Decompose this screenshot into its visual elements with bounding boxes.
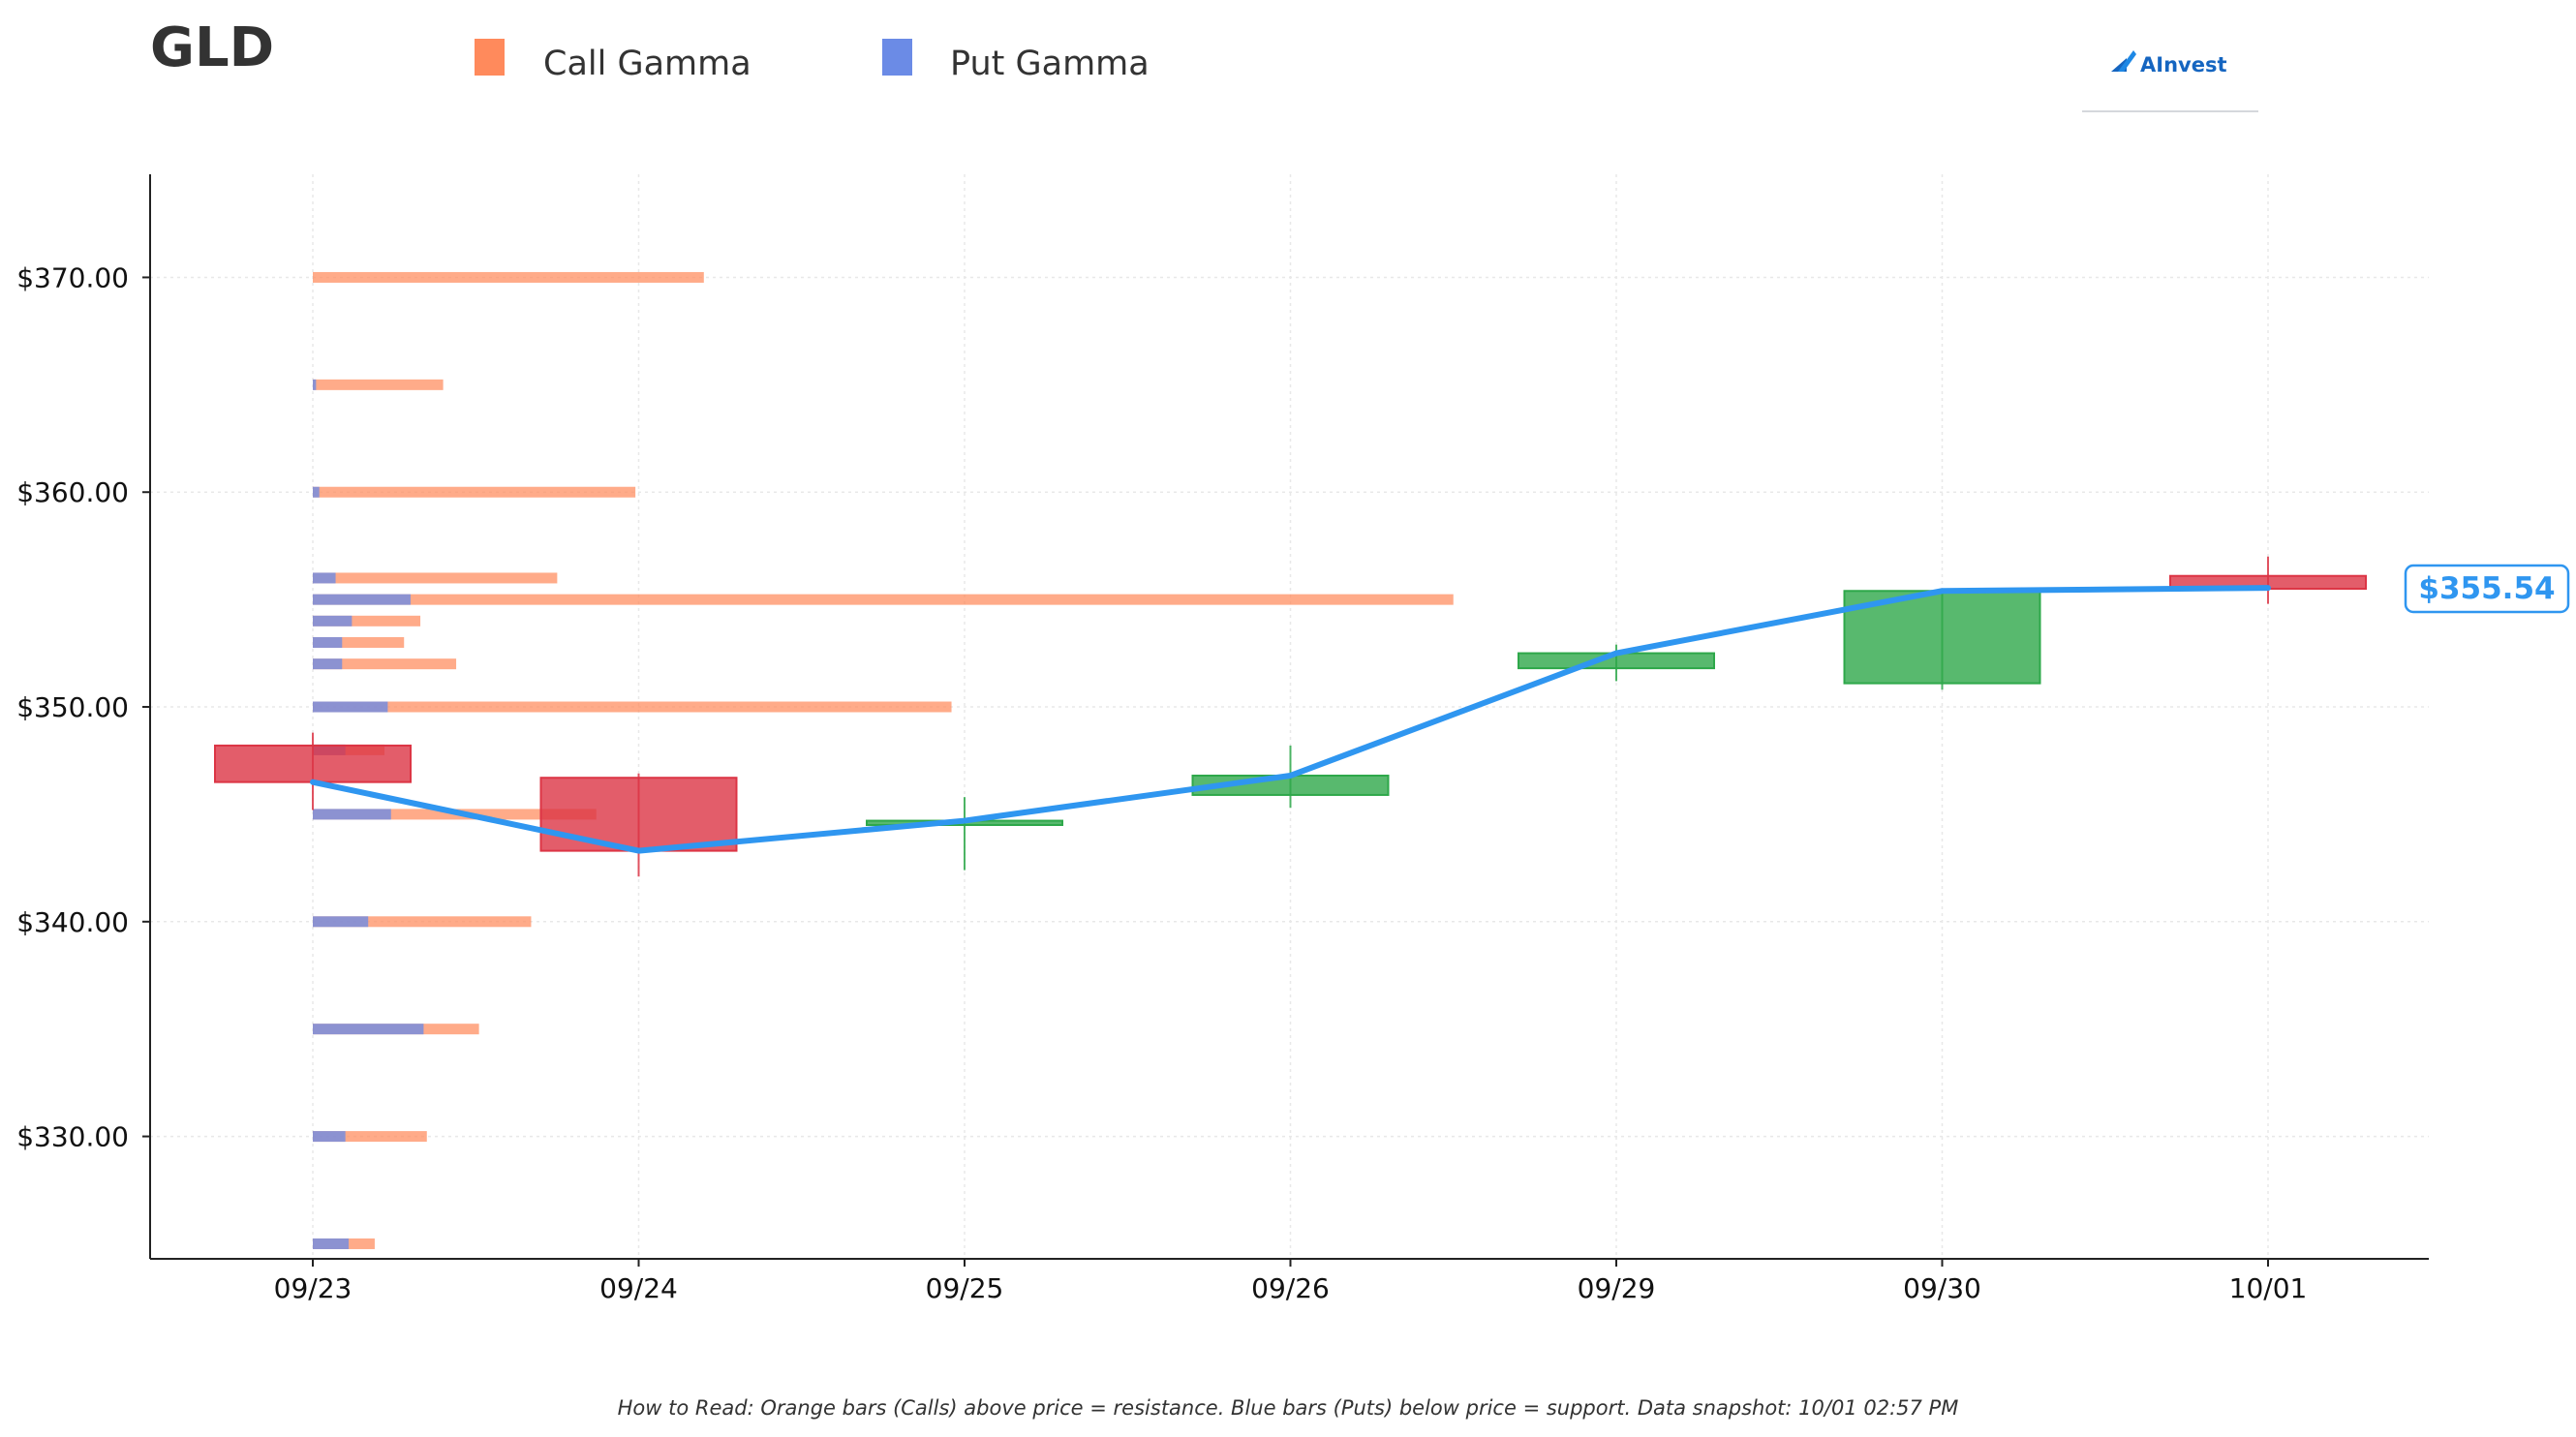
put-gamma-bar <box>313 379 317 390</box>
brand-logo: AInvest <box>2082 50 2258 112</box>
candle-body <box>214 744 412 783</box>
put-gamma-bar <box>313 1238 350 1249</box>
footnote: How to Read: Orange bars (Calls) above p… <box>618 1396 1959 1420</box>
axes: $330.00 $340.00 $350.00 $360.00 $370.00 09/23… <box>16 174 2429 1304</box>
call-gamma-bar <box>313 379 444 390</box>
put-gamma-bar <box>313 615 353 627</box>
x-tick-label: 09/24 <box>599 1272 678 1304</box>
brand-name: AInvest <box>2140 53 2227 76</box>
put-gamma-bar <box>313 701 388 713</box>
y-tick-label: $330.00 <box>16 1121 129 1153</box>
current-price-badge: $355.54 <box>2404 564 2570 614</box>
put-gamma-bar <box>313 572 336 584</box>
close-line <box>310 585 2271 854</box>
y-tick-label: $370.00 <box>16 261 129 293</box>
call-gamma-bar <box>313 636 405 648</box>
x-tick-label: 10/01 <box>2229 1272 2308 1304</box>
call-gamma-bar <box>313 1131 427 1143</box>
x-tick-label: 09/26 <box>1251 1272 1330 1304</box>
put-gamma-bar <box>313 636 343 648</box>
call-gamma-bar <box>313 594 1454 605</box>
legend-label-put: Put Gamma <box>950 45 1150 83</box>
call-gamma-bar <box>313 701 952 713</box>
call-gamma-bar <box>313 486 636 498</box>
call-gamma-bar <box>313 572 558 584</box>
put-gamma-bar <box>313 594 411 605</box>
y-tick-label: $360.00 <box>16 476 129 508</box>
legend-label-call: Call Gamma <box>543 45 751 83</box>
call-gamma-bar <box>313 916 532 928</box>
put-gamma-bar <box>313 658 343 670</box>
put-gamma-bar <box>313 1131 346 1143</box>
chart-title: GLD <box>150 16 274 79</box>
legend: Call Gamma Put Gamma <box>475 39 1150 83</box>
call-gamma-bar <box>313 271 704 283</box>
call-gamma-bar <box>313 658 457 670</box>
candle-body <box>539 777 738 852</box>
call-gamma-bar <box>313 615 421 627</box>
y-tick-label: $340.00 <box>16 906 129 938</box>
close-price-line <box>310 585 2271 854</box>
legend-swatch-put <box>882 39 912 76</box>
put-gamma-bar <box>313 809 391 820</box>
grid <box>150 174 2429 1259</box>
x-tick-label: 09/25 <box>926 1272 1004 1304</box>
put-gamma-bar <box>313 486 320 498</box>
legend-swatch-call <box>475 39 505 76</box>
price-badge-box <box>2404 564 2570 614</box>
put-gamma-bar <box>313 916 369 928</box>
put-gamma-bar <box>313 1024 424 1035</box>
current-price-label: $355.54 <box>2418 571 2555 606</box>
x-tick-label: 09/29 <box>1578 1272 1656 1304</box>
x-tick-label: 09/30 <box>1903 1272 1981 1304</box>
y-tick-label: $350.00 <box>16 691 129 723</box>
gamma-bars <box>313 271 1454 1249</box>
x-tick-label: 09/23 <box>274 1272 353 1304</box>
